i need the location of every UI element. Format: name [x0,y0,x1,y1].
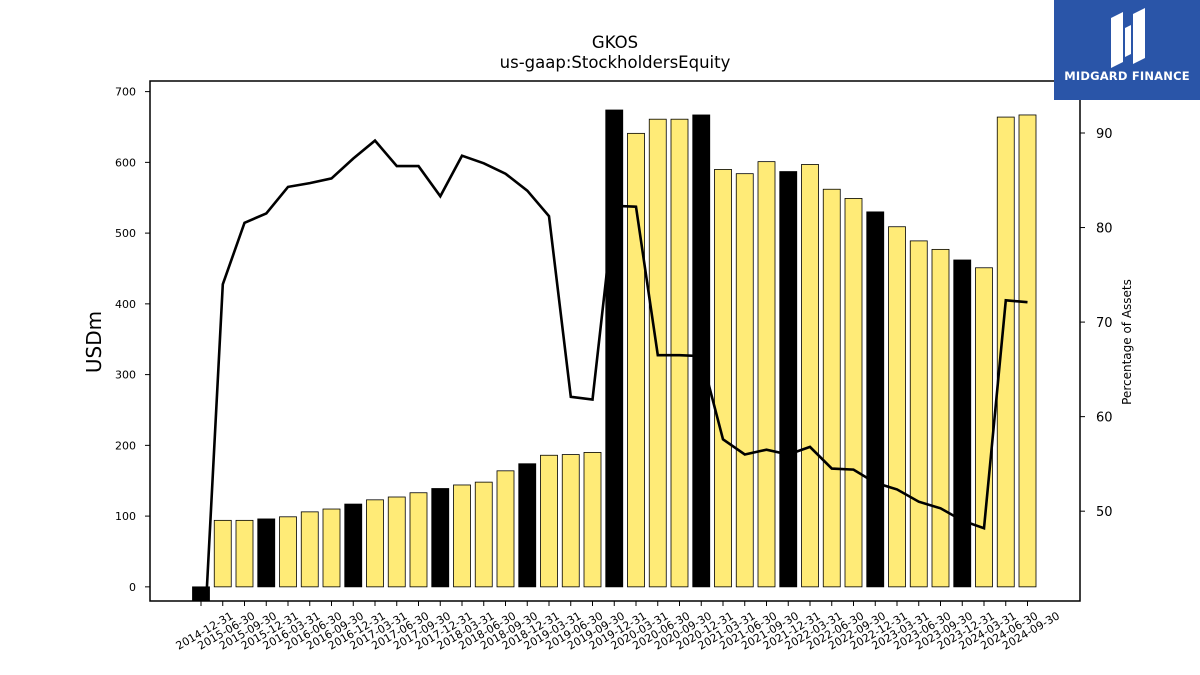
bar-2021-06-30 [735,173,754,588]
bar-2019-12-31 [605,109,624,588]
bar-2018-09-30 [496,470,515,588]
bar-2024-09-30 [1018,114,1037,588]
bar-2022-09-30 [844,198,863,588]
bar-2017-03-31 [366,499,384,588]
bar-2023-12-31 [953,259,972,588]
y-tick-label: 700 [115,86,136,99]
y2-tick-label: 50 [1096,505,1113,520]
bar-2024-03-31 [975,267,993,588]
bar-2017-09-30 [409,492,428,588]
bar-2020-03-31 [627,132,645,588]
bar-2019-03-31 [540,454,558,588]
y-tick-label: 600 [115,156,136,169]
bar-2019-09-30 [583,452,602,588]
bar-2017-06-30 [387,496,406,588]
bar-2020-09-30 [670,118,689,588]
bar-2022-06-30 [822,188,841,588]
bar-2016-03-31 [279,516,297,588]
brand-logo: MIDGARD FINANCE [1054,0,1200,100]
y2-tick-label: 80 [1096,222,1113,237]
bar-2018-12-31 [518,463,537,588]
bar-2023-03-31 [888,226,906,588]
y2-tick-label: 90 [1096,127,1113,142]
bar-2021-03-31 [714,169,732,588]
y-tick-label: 500 [115,227,136,240]
bar-2018-06-30 [474,481,493,588]
bar-2022-03-31 [801,164,819,588]
y2-axis-label: Percentage of Assets [1120,279,1134,405]
bar-2024-06-30 [996,116,1015,588]
bar-2018-03-31 [453,484,471,588]
bar-2021-09-30 [757,161,776,588]
y-axis-label: USDm [82,311,106,373]
y-tick-label: 200 [115,439,136,452]
brand-name: MIDGARD FINANCE [1064,69,1190,83]
bar-2017-12-31 [431,488,450,588]
bar-2023-06-30 [909,240,928,588]
bar-2023-09-30 [931,248,950,588]
chart-subtitle: us-gaap:StockholdersEquity [500,53,731,72]
y2-tick-label: 70 [1096,316,1113,331]
bar-2016-09-30 [322,508,341,588]
plot-frame [149,80,1081,602]
y-tick-label: 100 [115,510,136,523]
bar-2015-12-31 [257,518,276,588]
bar-2019-06-30 [561,454,580,588]
y-tick-label: 400 [115,298,136,311]
bar-2015-06-30 [213,519,232,588]
bar-2015-09-30 [235,519,254,588]
chart-title: GKOS [592,33,638,52]
bar-2022-12-31 [866,211,885,588]
percentage-of-assets-line [204,138,1028,601]
y-tick-label: 0 [129,581,136,594]
bar-2016-06-30 [300,511,319,588]
y2-tick-label: 60 [1096,411,1113,426]
bar-2020-12-31 [692,114,711,588]
bar-2021-12-31 [779,171,798,588]
y-tick-label: 300 [115,369,136,382]
bar-2016-12-31 [344,503,363,588]
midgard-logo-icon [1111,8,1145,68]
